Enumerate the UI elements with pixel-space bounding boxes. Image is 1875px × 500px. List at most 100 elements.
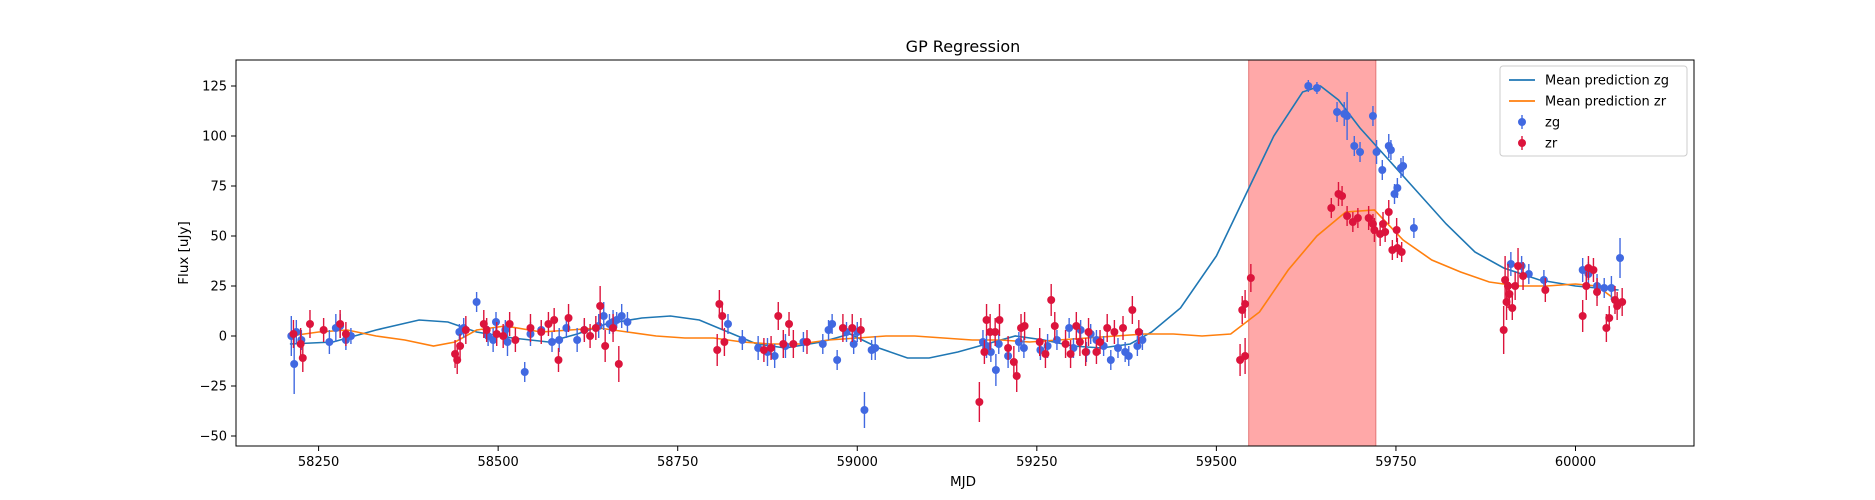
y-tick-label: −50 <box>200 430 227 445</box>
zr-point <box>774 312 783 320</box>
y-tick-label: 50 <box>210 230 227 245</box>
zg-point <box>1019 344 1028 352</box>
zg-point <box>1356 148 1365 156</box>
zr-point <box>1582 282 1591 290</box>
zr-point <box>1092 348 1101 356</box>
y-tick-label: 75 <box>210 180 227 195</box>
x-axis: 58250 58500 58750 59000 59250 59500 59750 60000 <box>298 446 1596 470</box>
zr-point <box>1084 328 1093 336</box>
zg-point <box>1113 344 1122 352</box>
plot-frame <box>235 59 1695 447</box>
zg-point <box>1304 82 1313 90</box>
zr-point <box>767 344 776 352</box>
zr-point <box>601 342 610 350</box>
zg-point <box>573 336 582 344</box>
zr-point <box>1602 324 1611 332</box>
zr-point <box>537 328 546 336</box>
zg-point <box>1343 112 1352 120</box>
zr-point <box>789 340 798 348</box>
zr-point <box>1589 266 1598 274</box>
zr-point <box>554 356 563 364</box>
zr-point <box>1501 276 1510 284</box>
zg-point <box>520 368 529 376</box>
zg-point <box>491 318 500 326</box>
zr-point <box>341 330 350 338</box>
zr-point <box>856 326 865 334</box>
zr-points <box>289 182 1627 422</box>
zg-point <box>1390 190 1399 198</box>
y-tick-label: 100 <box>202 130 227 145</box>
zr-point <box>1119 324 1128 332</box>
zr-point <box>591 324 600 332</box>
zr-point <box>479 320 488 328</box>
legend-box <box>1499 65 1688 157</box>
zg-point <box>1372 148 1381 156</box>
zg-point <box>1393 184 1402 192</box>
x-axis-label: MJD <box>950 474 976 490</box>
zr-point <box>1618 298 1627 306</box>
zr-point <box>453 356 462 364</box>
zr-point <box>1004 344 1013 352</box>
zr-point <box>718 312 727 320</box>
zr-point <box>492 330 501 338</box>
zg-point <box>1333 108 1342 116</box>
zr-point <box>1241 300 1250 308</box>
zr-point <box>1246 274 1255 282</box>
zr-mean-line <box>289 209 1620 347</box>
zr-point <box>1075 338 1084 346</box>
zg-point <box>860 406 869 414</box>
zr-point <box>991 328 1000 336</box>
zr-point <box>1072 322 1081 330</box>
y-tick-label: 25 <box>210 280 227 295</box>
zr-point <box>1511 282 1520 290</box>
zr-point <box>975 398 984 406</box>
zr-point <box>1035 338 1044 346</box>
zr-point <box>715 300 724 308</box>
zr-point <box>1012 372 1021 380</box>
zr-point <box>1134 328 1143 336</box>
x-tick-label: 59500 <box>1196 455 1237 470</box>
zr-point <box>499 332 508 340</box>
zr-point <box>1110 328 1119 336</box>
zr-point <box>1066 350 1075 358</box>
zg-point <box>1539 276 1548 284</box>
y-tick-label: 0 <box>219 330 227 345</box>
y-axis-label: Flux [uJy] <box>176 221 192 284</box>
zr-point <box>305 320 314 328</box>
zr-point <box>511 336 520 344</box>
zr-point <box>1499 326 1508 334</box>
zr-point <box>319 326 328 334</box>
zg-point <box>1312 84 1321 92</box>
zr-point <box>1020 322 1029 330</box>
shaded-region <box>1248 60 1377 446</box>
chart-title: GP Regression <box>906 37 1021 56</box>
zr-point <box>1103 324 1112 332</box>
zr-point <box>1041 350 1050 358</box>
y-tick-label: −25 <box>200 380 227 395</box>
zg-point <box>738 336 747 344</box>
zr-point <box>1503 282 1512 290</box>
zr-point <box>1238 306 1247 314</box>
zg-point <box>1506 260 1515 268</box>
zr-point <box>1050 322 1059 330</box>
legend-entry: Mean prediction zg <box>1545 74 1669 89</box>
zr-point <box>1096 338 1105 346</box>
zr-point <box>995 316 1004 324</box>
zg-point <box>1065 324 1074 332</box>
zg-point <box>617 312 626 320</box>
x-tick-label: 58750 <box>657 455 698 470</box>
zg-point <box>986 348 995 356</box>
x-tick-label: 60000 <box>1555 455 1596 470</box>
zg-point <box>1106 356 1115 364</box>
zg-point <box>1600 284 1609 292</box>
zg-point <box>770 352 779 360</box>
zr-point <box>564 314 573 322</box>
zg-point <box>991 366 1000 374</box>
zr-point <box>1593 288 1602 296</box>
zg-point <box>1409 224 1418 232</box>
zg-point <box>548 338 557 346</box>
zr-point <box>1327 204 1336 212</box>
zr-point <box>1364 214 1373 222</box>
zg-point <box>828 320 837 328</box>
zr-point <box>1338 192 1347 200</box>
